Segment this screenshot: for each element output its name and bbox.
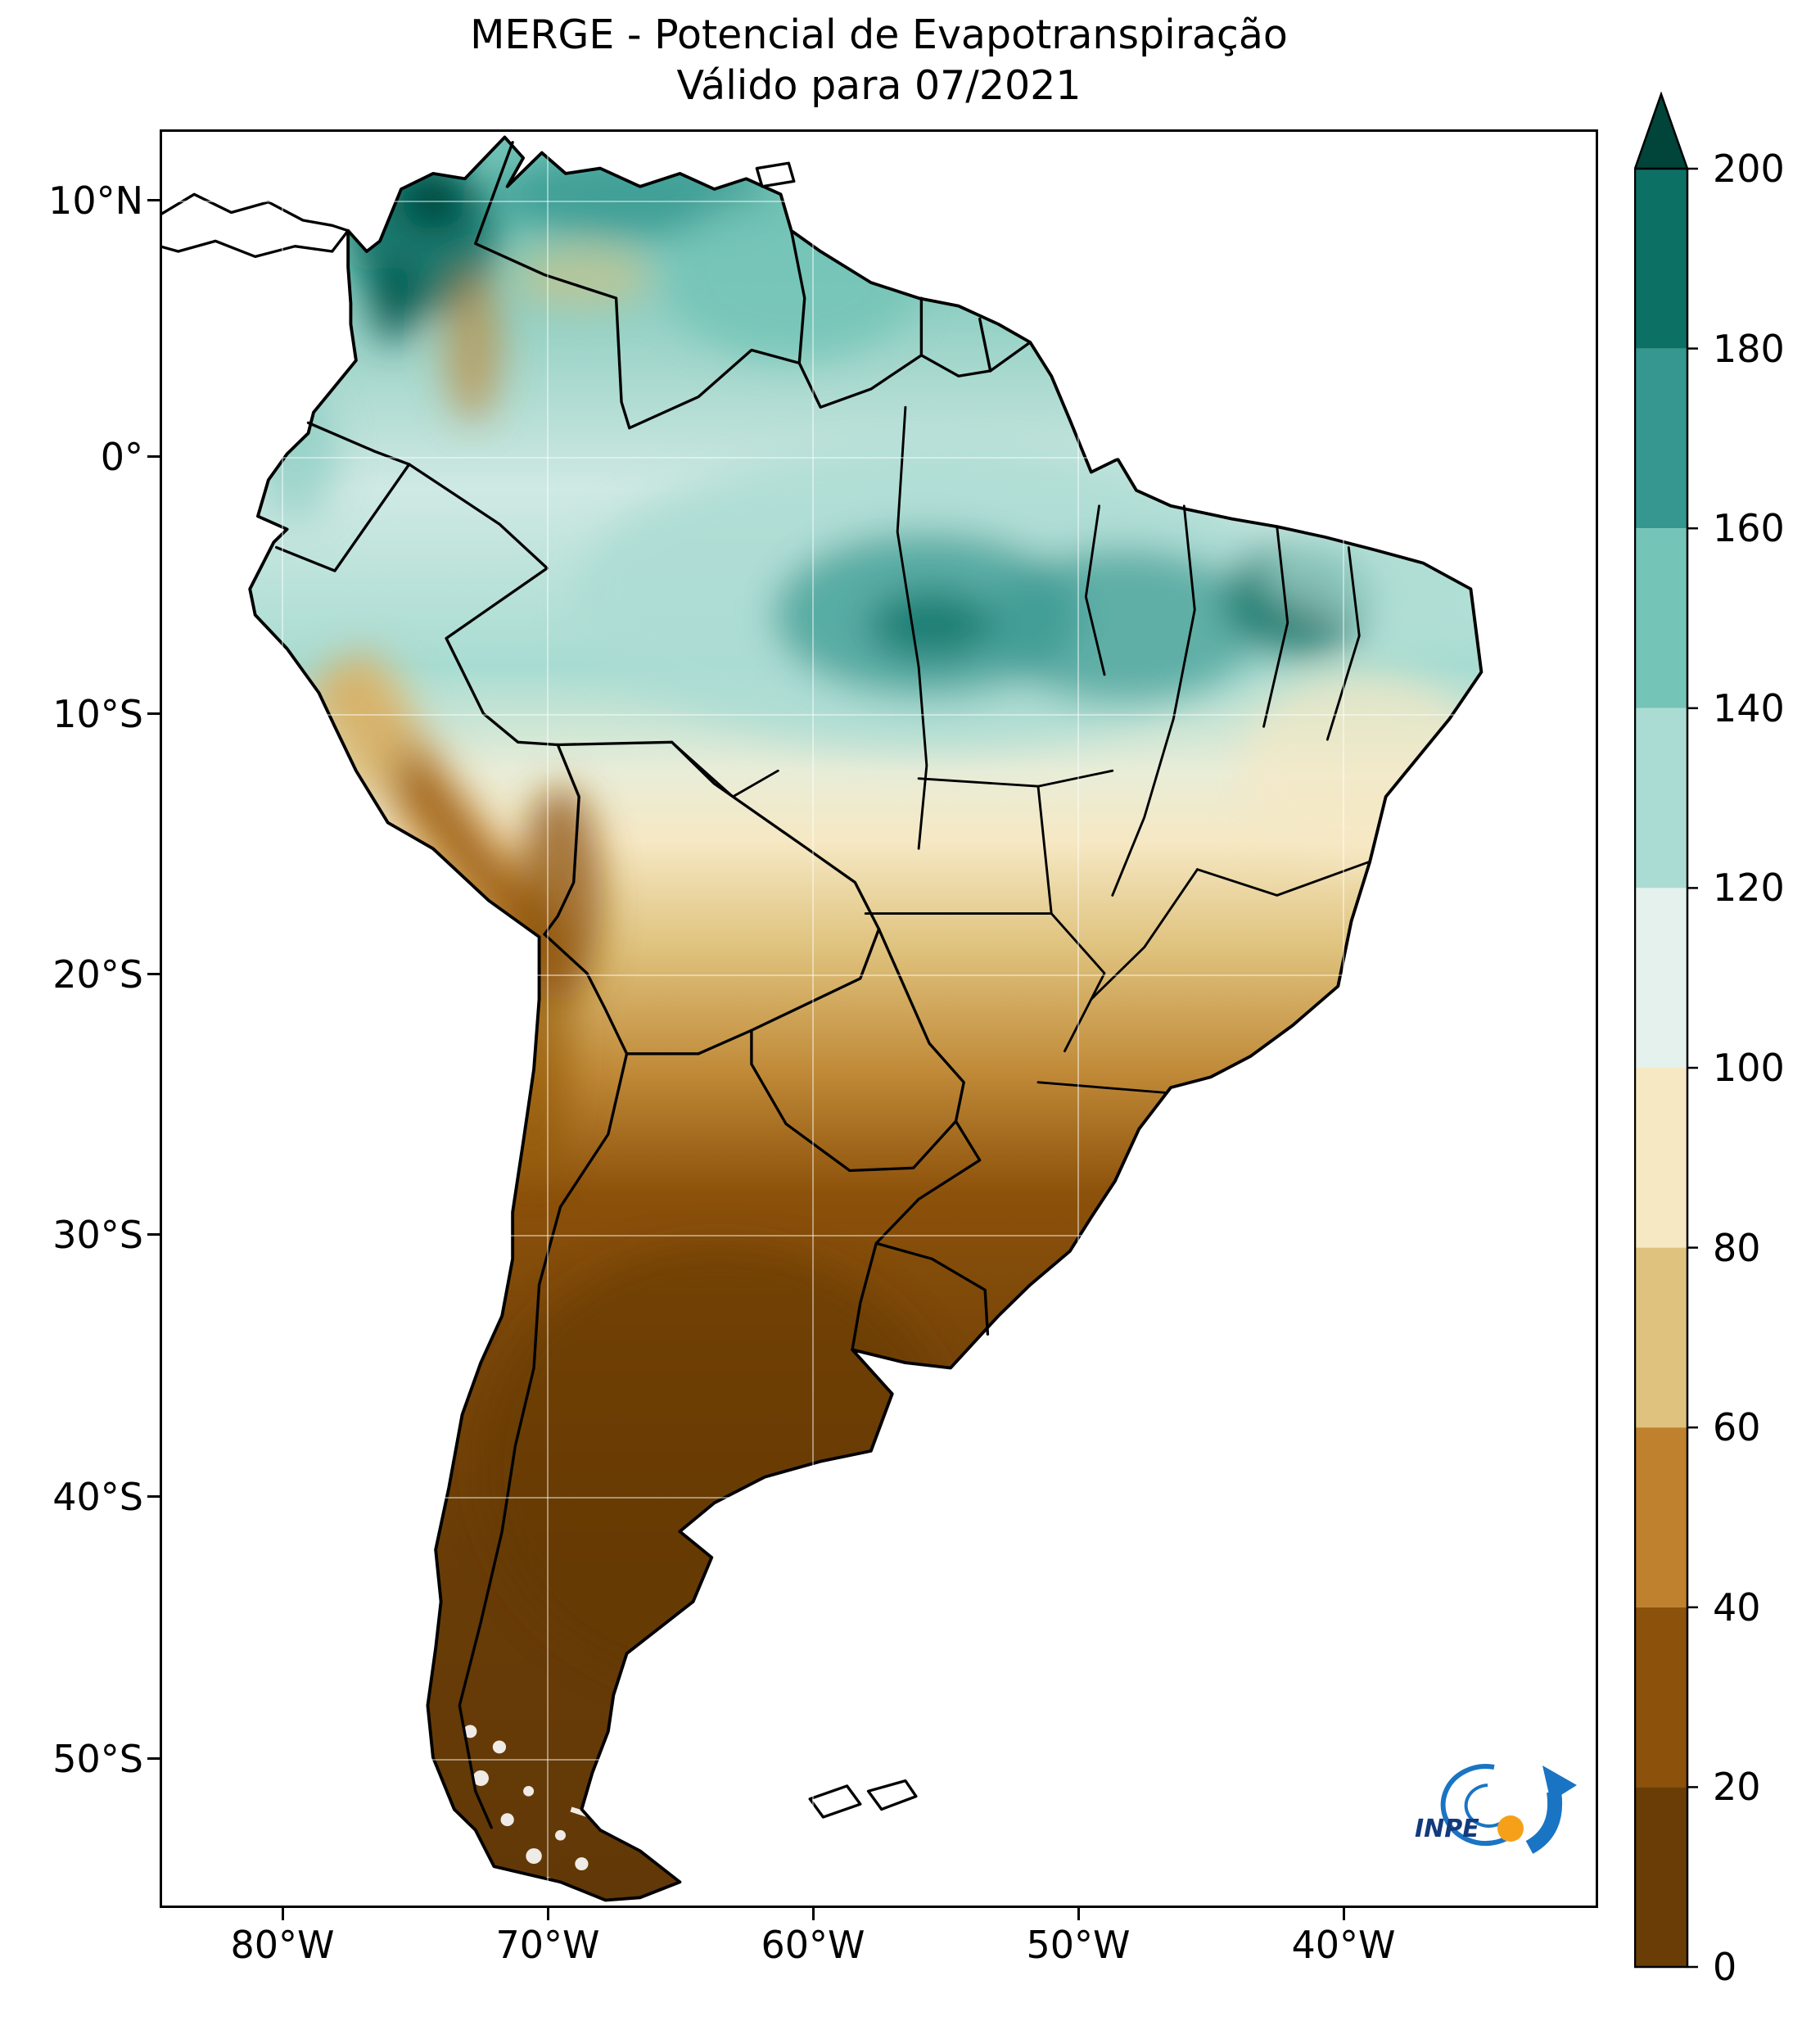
andes-stripe <box>376 735 546 951</box>
continent-shape <box>250 137 1482 1901</box>
colorbar-segment <box>1635 348 1687 529</box>
inpe-logo-swirl-inner <box>1464 1784 1506 1828</box>
inpe-logo-swirl-outer <box>1440 1764 1524 1847</box>
dry-blob <box>513 246 651 309</box>
colorbar-tick-label: 120 <box>1713 866 1785 910</box>
colorbar-tick-label: 140 <box>1713 686 1785 730</box>
colorbar-tick-label: 40 <box>1713 1585 1761 1630</box>
gridline <box>1343 131 1344 1906</box>
colorbar-tick-label: 100 <box>1713 1046 1785 1090</box>
coast-blob <box>252 386 338 522</box>
y-axis-tick-label: 50°S <box>52 1737 143 1781</box>
inpe-logo-orange-dot <box>1497 1815 1524 1842</box>
inpe-logo-arrow-head <box>1542 1766 1577 1802</box>
inpe-logo: INPE <box>1415 1764 1577 1854</box>
axis-tick-mark <box>147 1757 160 1760</box>
colorbar-tick-marks <box>1687 167 1698 1969</box>
axis-tick-mark <box>547 1908 549 1920</box>
gridline <box>161 1235 1596 1237</box>
colorbar-tick-label: 80 <box>1713 1226 1761 1270</box>
high-evt-blob <box>400 168 465 231</box>
colorbar-segment <box>1635 1427 1687 1607</box>
country-borders <box>274 141 1032 1829</box>
gridline <box>161 1759 1596 1761</box>
colorbar-segment <box>1635 169 1687 349</box>
gridline <box>812 131 814 1906</box>
colorbar-tick-label: 0 <box>1713 1945 1737 1989</box>
x-axis-tick-label: 40°W <box>1291 1923 1396 1967</box>
inpe-logo-arrow-shaft <box>1525 1790 1563 1854</box>
gridline <box>547 131 549 1906</box>
axis-tick-mark <box>1077 1908 1080 1920</box>
colorbar-segment <box>1635 528 1687 708</box>
andes-blob <box>443 267 503 423</box>
gridline <box>161 1497 1596 1499</box>
axis-tick-mark <box>147 1495 160 1498</box>
atacama-blob <box>496 895 571 1182</box>
x-axis-tick-label: 70°W <box>495 1923 600 1967</box>
falkland-island-east <box>866 1779 918 1811</box>
high-evt-blob <box>663 194 919 361</box>
state-borders <box>671 405 1371 1094</box>
colorbar-over-arrow <box>1634 92 1689 170</box>
gridline <box>161 201 1596 202</box>
y-axis-tick-label: 20°S <box>52 952 143 997</box>
para-blob <box>985 547 1262 703</box>
axis-tick-mark <box>812 1908 815 1920</box>
y-axis-tick-label: 30°S <box>52 1213 143 1257</box>
y-axis-tick-label: 10°S <box>52 692 143 736</box>
colorbar-segment <box>1635 1247 1687 1428</box>
gridline <box>161 974 1596 976</box>
colorbar-segment <box>1635 1787 1687 1967</box>
colorbar-segment <box>1635 1607 1687 1788</box>
central-america-sliver <box>160 192 350 259</box>
axis-tick-mark <box>282 1908 284 1920</box>
bahia-blob <box>1240 671 1482 859</box>
y-axis-tick-label: 40°S <box>52 1475 143 1519</box>
gridline <box>1077 131 1079 1906</box>
falkland-island-west <box>808 1784 862 1819</box>
figure-title-line-1: MERGE - Potencial de Evapotranspiração <box>470 11 1288 58</box>
axis-tick-mark <box>1343 1908 1345 1920</box>
colorbar-segment <box>1635 708 1687 888</box>
coastline <box>248 135 1484 1902</box>
x-axis-tick-label: 80°W <box>230 1923 335 1967</box>
axis-tick-mark <box>147 199 160 201</box>
y-axis-tick-label: 10°N <box>48 179 143 223</box>
amazon-core-blob <box>868 589 996 662</box>
gridline <box>161 714 1596 716</box>
colorbar-tick-label: 180 <box>1713 327 1785 371</box>
inpe-logo-text: INPE <box>1415 1815 1479 1843</box>
trinidad-island <box>755 161 796 188</box>
gridline <box>282 131 283 1906</box>
axis-tick-mark <box>147 455 160 458</box>
outlying-land <box>160 161 918 1819</box>
colorbar-tick-label: 20 <box>1713 1765 1761 1809</box>
colorbar-segment <box>1635 1068 1687 1248</box>
x-axis-tick-label: 50°W <box>1026 1923 1131 1967</box>
x-axis-tick-label: 60°W <box>761 1923 865 1967</box>
axis-tick-mark <box>147 1233 160 1236</box>
colorbar-tick-label: 160 <box>1713 506 1785 550</box>
gridline <box>161 457 1596 459</box>
y-axis-tick-label: 0° <box>100 435 143 479</box>
evapotranspiration-field <box>252 152 1482 1888</box>
axis-tick-mark <box>147 712 160 715</box>
colorbar-tick-label: 200 <box>1713 147 1785 191</box>
ne-coast-blob <box>1263 527 1482 621</box>
figure-title-line-2: Válido para 07/2021 <box>676 62 1082 109</box>
patagonia-blob <box>481 1246 959 1688</box>
colorbar-segment <box>1635 888 1687 1068</box>
axis-tick-mark <box>147 973 160 975</box>
south-america-map <box>160 135 1484 1902</box>
colorbar-tick-label: 60 <box>1713 1405 1761 1449</box>
high-evt-blob <box>369 261 418 346</box>
colorbar <box>1634 92 1698 1969</box>
